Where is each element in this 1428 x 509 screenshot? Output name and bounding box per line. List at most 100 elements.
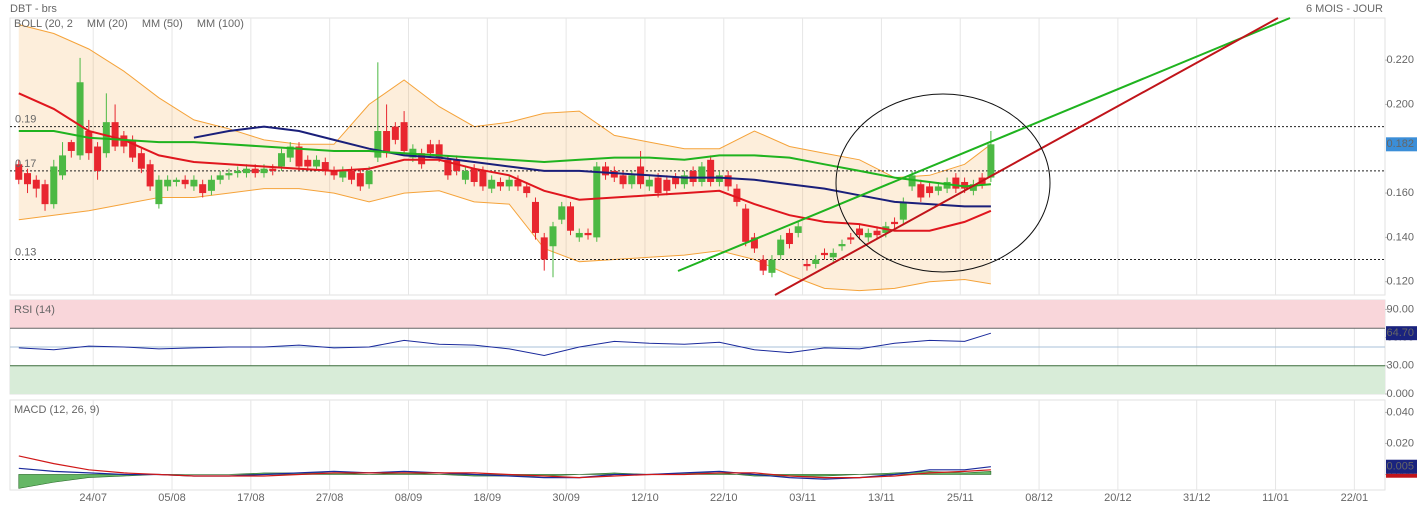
candle-body bbox=[339, 170, 347, 178]
candle-body bbox=[242, 168, 250, 174]
candle-body bbox=[172, 179, 180, 182]
candle-body bbox=[32, 179, 40, 189]
candle-body bbox=[628, 175, 636, 185]
panel-title: RSI (14) bbox=[14, 304, 55, 316]
candle-body bbox=[899, 201, 907, 220]
candle-body bbox=[514, 179, 522, 187]
candle-body bbox=[295, 146, 303, 167]
candle-body bbox=[672, 177, 680, 185]
candle-body bbox=[444, 159, 452, 176]
candle-body bbox=[891, 221, 899, 225]
signal-badge bbox=[1386, 473, 1417, 478]
candle-body bbox=[750, 237, 758, 249]
candle-body bbox=[488, 179, 496, 189]
candle-body bbox=[917, 184, 925, 198]
candle-body bbox=[251, 168, 259, 174]
candle-body bbox=[934, 186, 942, 191]
candle-body bbox=[102, 122, 110, 154]
candle-body bbox=[785, 232, 793, 245]
candle-body bbox=[400, 122, 408, 151]
candle-body bbox=[558, 206, 566, 220]
y-tick-label: 0.200 bbox=[1386, 98, 1414, 110]
moving-average bbox=[18, 92, 992, 232]
candle-body bbox=[575, 232, 583, 238]
candle-body bbox=[85, 131, 93, 154]
x-tick-label: 18/09 bbox=[474, 492, 502, 504]
candle-body bbox=[470, 168, 478, 182]
candle-body bbox=[461, 170, 469, 180]
last-value-label: 0.005 bbox=[1386, 461, 1414, 473]
candle-body bbox=[67, 142, 75, 151]
candle-body bbox=[479, 170, 487, 187]
candle-body bbox=[926, 186, 934, 194]
candle-body bbox=[943, 181, 951, 189]
moving-average bbox=[18, 130, 991, 188]
candle-body bbox=[759, 259, 767, 271]
candle-body bbox=[365, 170, 373, 185]
candle-body bbox=[321, 162, 329, 171]
x-tick-label: 08/09 bbox=[395, 492, 423, 504]
candle-body bbox=[277, 153, 285, 167]
candle-body bbox=[426, 144, 434, 154]
candle-body bbox=[391, 126, 399, 140]
candle-body bbox=[663, 179, 671, 191]
moving-average bbox=[193, 125, 991, 208]
candle-body bbox=[908, 175, 916, 187]
level-label: 0.17 bbox=[15, 158, 36, 170]
candle-body bbox=[348, 170, 356, 180]
candle-body bbox=[593, 166, 601, 238]
candle-body bbox=[94, 146, 102, 171]
candle-body bbox=[120, 135, 128, 147]
level-label: 0.19 bbox=[15, 113, 36, 125]
candle-body bbox=[225, 173, 233, 176]
candle-body bbox=[286, 146, 294, 158]
annotations bbox=[677, 17, 1291, 296]
candle-body bbox=[260, 168, 268, 174]
x-tick-label: 05/08 bbox=[158, 492, 186, 504]
candle-body bbox=[207, 179, 215, 191]
candle-body bbox=[199, 184, 207, 194]
candle-body bbox=[453, 159, 461, 171]
candle-body bbox=[330, 170, 338, 176]
candle-body bbox=[164, 179, 172, 187]
labels: 0.120 0.140 0.160 0.200 0.220 0.19 0.17 0.13 BOL… bbox=[14, 18, 1417, 504]
panel-title: MACD (12, 26, 9) bbox=[14, 404, 100, 416]
candle-body bbox=[742, 208, 750, 242]
candle-body bbox=[864, 232, 872, 238]
candle-body bbox=[610, 170, 618, 178]
candle-body bbox=[505, 179, 513, 187]
x-tick-label: 25/11 bbox=[947, 492, 974, 504]
candle-body bbox=[190, 179, 198, 187]
candle-body bbox=[435, 144, 443, 158]
candle-body bbox=[619, 175, 627, 185]
y-tick-label: 0.220 bbox=[1386, 54, 1414, 66]
last-value-badge bbox=[1386, 326, 1417, 341]
x-tick-label: 11/01 bbox=[1262, 492, 1289, 504]
candle-body bbox=[969, 184, 977, 191]
last-value-badge bbox=[1386, 459, 1417, 474]
candle-body bbox=[952, 177, 960, 189]
candle-body bbox=[733, 188, 741, 202]
oversold-zone bbox=[10, 365, 1385, 394]
candle-body bbox=[873, 230, 881, 236]
candle-body bbox=[531, 201, 539, 233]
candle-body bbox=[820, 252, 828, 256]
x-tick-label: 13/11 bbox=[868, 492, 895, 504]
candle-body bbox=[812, 259, 820, 264]
band-lower bbox=[18, 188, 991, 292]
candle-body bbox=[181, 179, 189, 185]
x-tick-label: 22/01 bbox=[1341, 492, 1369, 504]
legend-entry: BOLL (20, 2 bbox=[14, 18, 73, 30]
candle-body bbox=[216, 175, 224, 180]
candle-body bbox=[602, 166, 610, 176]
candle-body bbox=[269, 168, 277, 171]
candle-body bbox=[418, 153, 426, 165]
x-tick-label: 08/12 bbox=[1025, 492, 1053, 504]
y-tick-label: 90.00 bbox=[1386, 303, 1414, 315]
candle-body bbox=[24, 173, 32, 185]
highlight-circle bbox=[835, 93, 1051, 273]
candle-body bbox=[961, 181, 969, 189]
last-value-badge bbox=[1386, 137, 1417, 152]
candle-body bbox=[645, 179, 653, 187]
